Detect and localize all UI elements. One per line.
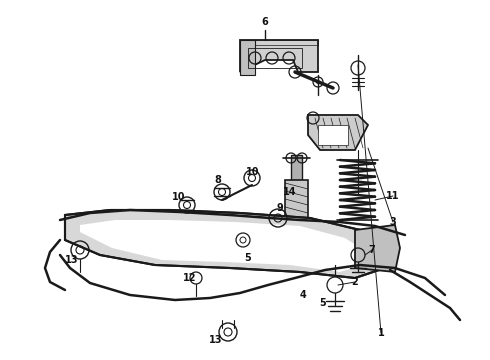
- Text: 1: 1: [378, 328, 384, 338]
- Text: 5: 5: [245, 253, 251, 263]
- Text: 14: 14: [283, 187, 297, 197]
- Polygon shape: [308, 115, 368, 150]
- Text: 5: 5: [319, 298, 326, 308]
- Text: 8: 8: [215, 175, 221, 185]
- Polygon shape: [285, 180, 308, 220]
- Text: 13: 13: [65, 255, 79, 265]
- Text: 10: 10: [246, 167, 260, 177]
- Polygon shape: [355, 225, 400, 272]
- Text: 4: 4: [299, 290, 306, 300]
- Text: 6: 6: [262, 17, 269, 27]
- Text: 2: 2: [352, 277, 358, 287]
- Polygon shape: [65, 210, 390, 278]
- Polygon shape: [240, 40, 255, 75]
- Polygon shape: [240, 40, 318, 72]
- Text: 3: 3: [390, 217, 396, 227]
- Text: 7: 7: [368, 245, 375, 255]
- Text: 12: 12: [183, 273, 197, 283]
- Text: 13: 13: [209, 335, 223, 345]
- Text: 10: 10: [172, 192, 186, 202]
- Polygon shape: [291, 155, 302, 180]
- Circle shape: [316, 80, 320, 84]
- Text: 11: 11: [386, 191, 400, 201]
- Polygon shape: [318, 125, 348, 145]
- Text: 9: 9: [277, 203, 283, 213]
- Polygon shape: [80, 220, 370, 272]
